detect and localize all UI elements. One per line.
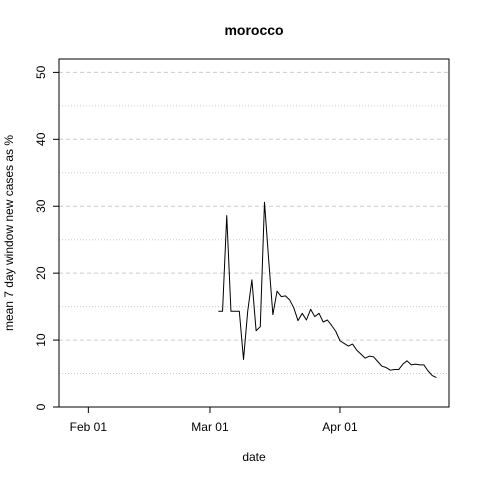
x-tick-label: Mar 01 <box>191 420 229 434</box>
x-axis: Feb 01 Mar 01 Apr 01 <box>70 407 358 434</box>
y-tick-label: 40 <box>34 132 48 146</box>
y-axis: 0 10 20 30 40 50 <box>34 65 59 410</box>
plot-frame <box>58 58 450 408</box>
chart-title: morocco <box>224 22 283 38</box>
grid-lines <box>59 71 449 408</box>
y-tick-label: 0 <box>34 403 48 410</box>
x-tick-label: Feb 01 <box>70 420 108 434</box>
y-tick-label: 10 <box>34 333 48 347</box>
y-tick-label: 50 <box>34 65 48 79</box>
x-axis-label: date <box>242 450 266 464</box>
x-tick-label: Apr 01 <box>322 420 358 434</box>
series-layer <box>218 201 437 379</box>
y-tick-label: 30 <box>34 199 48 213</box>
y-tick-label: 20 <box>34 266 48 280</box>
series-line <box>218 201 437 379</box>
y-axis-label: mean 7 day window new cases as % <box>2 135 16 331</box>
